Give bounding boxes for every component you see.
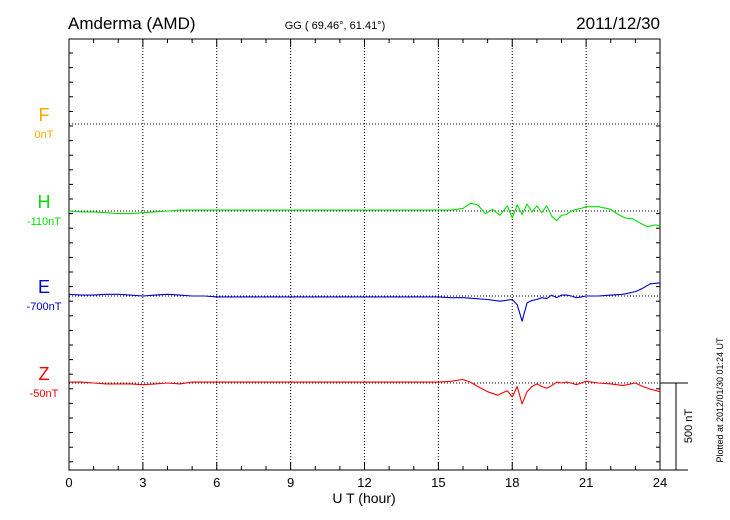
plot-date: 2011/12/30 xyxy=(576,14,660,33)
station-coordinates: GG ( 69.46°, 61.41°) xyxy=(285,20,386,32)
x-tick-label: 9 xyxy=(287,475,294,490)
x-tick-label: 15 xyxy=(431,475,445,490)
component-label-f: F xyxy=(39,105,50,125)
scale-bar: 500 nT xyxy=(660,382,695,471)
series-z-line xyxy=(69,378,661,405)
x-tick-label: 24 xyxy=(653,475,667,490)
baseline-label-e: -700nT xyxy=(27,301,62,313)
component-labels: F 0nT H -110nT E -700nT Z -50nT xyxy=(27,105,62,400)
series-h-line xyxy=(68,202,661,228)
component-label-z: Z xyxy=(39,364,50,384)
grid xyxy=(69,39,660,470)
baseline-label-f: 0nT xyxy=(35,129,54,141)
plotted-at-note: Plotted at 2012/01/30 01:24 UT xyxy=(715,337,725,463)
station-title: Amderma (AMD) xyxy=(68,14,196,33)
component-label-e: E xyxy=(38,277,50,297)
x-axis-label: U T (hour) xyxy=(332,490,395,506)
series-group xyxy=(68,202,661,405)
baseline-label-h: -110nT xyxy=(27,216,61,228)
x-tick-label: 3 xyxy=(139,475,146,490)
x-tick-label: 0 xyxy=(65,475,72,490)
x-tick-label: 21 xyxy=(579,475,593,490)
x-axis-ticks: 0 3 6 9 12 15 18 21 24 xyxy=(65,39,667,490)
scale-bar-label: 500 nT xyxy=(683,409,695,444)
series-e-line xyxy=(68,282,661,322)
x-tick-label: 12 xyxy=(357,475,371,490)
baseline-label-z: -50nT xyxy=(30,388,59,400)
component-label-h: H xyxy=(38,192,51,212)
x-tick-label: 18 xyxy=(505,475,519,490)
x-tick-label: 6 xyxy=(213,475,220,490)
